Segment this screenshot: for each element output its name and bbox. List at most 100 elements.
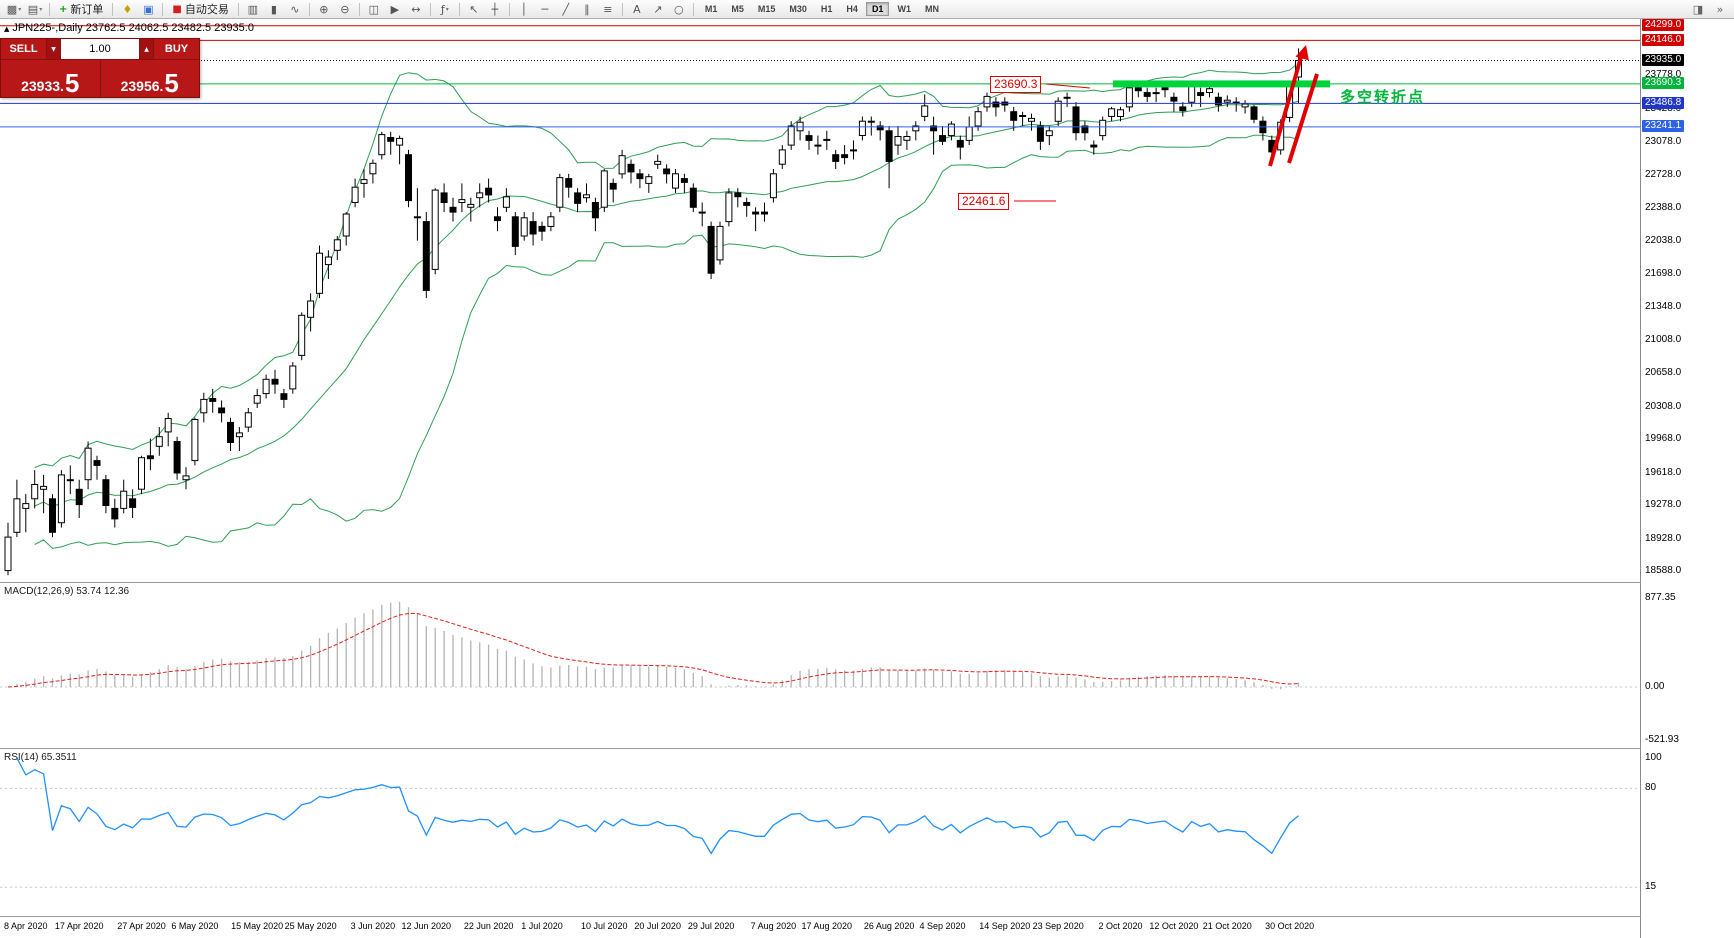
candle: [912, 125, 920, 132]
candle: [583, 194, 590, 199]
time-axis-label: 15 May 2020: [231, 921, 284, 931]
price-scale-tick: 23778.0: [1645, 69, 1682, 80]
text-label-icon[interactable]: A: [633, 2, 641, 16]
macd-scale-tick: 877.35: [1645, 591, 1676, 603]
toolbar-separator: [308, 2, 310, 16]
timeframe-h1[interactable]: H1: [820, 4, 833, 14]
timeframe-m5[interactable]: M5: [731, 4, 744, 14]
time-axis-label: 23 Sep 2020: [1032, 921, 1084, 931]
indicators-icon[interactable]: ƒ ▾: [440, 2, 449, 16]
zoom-in-icon[interactable]: ⊕: [319, 2, 329, 16]
market-watch-icon[interactable]: ▣: [143, 2, 154, 16]
candlestick-chart-icon[interactable]: ▮: [270, 2, 277, 16]
candle: [1063, 96, 1071, 99]
auto-trading-button[interactable]: ■ 自动交易: [167, 1, 233, 17]
time-axis-label: 8 Apr 2020: [4, 921, 48, 931]
time-axis-label: 10 Jul 2020: [581, 921, 628, 931]
new-chart-icon[interactable]: ▩ ▾: [6, 2, 22, 16]
timeframe-d1[interactable]: D1: [865, 2, 890, 16]
timeframe-m30[interactable]: M30: [789, 4, 807, 14]
candle: [600, 170, 608, 208]
shapes-icon[interactable]: ○: [674, 2, 684, 16]
price-scale-tick: 21008.0: [1645, 333, 1682, 345]
volume-down-button[interactable]: ▼: [46, 39, 61, 59]
panel-separator[interactable]: [0, 748, 1641, 749]
sell-price[interactable]: 23933. 5: [1, 60, 101, 97]
cursor-icon[interactable]: ↖: [469, 2, 479, 16]
candle: [351, 186, 359, 203]
candle: [939, 135, 946, 142]
resistance-price-label[interactable]: 23690.3: [990, 76, 1042, 93]
vertical-line-icon[interactable]: │: [520, 2, 528, 16]
candle: [262, 378, 270, 395]
volume-up-button[interactable]: ▲: [139, 39, 154, 59]
zoom-out-icon[interactable]: ⊖: [340, 2, 350, 16]
auto-scroll-icon[interactable]: ▶: [390, 2, 400, 16]
support-price-label[interactable]: 22461.6: [958, 193, 1010, 210]
chart-shift-icon[interactable]: ↔: [411, 2, 421, 16]
candle: [885, 130, 893, 162]
time-axis-label: 7 Aug 2020: [750, 921, 797, 931]
sell-button[interactable]: SELL: [9, 43, 38, 55]
timeframe-m1[interactable]: M1: [704, 4, 718, 14]
candle: [672, 173, 679, 189]
crosshair-icon[interactable]: ┼: [491, 2, 499, 16]
toolbar-separator: [458, 2, 460, 16]
candle: [111, 507, 119, 520]
candle: [4, 536, 12, 572]
alerts-icon[interactable]: ♦: [122, 2, 133, 16]
candle: [867, 120, 875, 123]
volume-input[interactable]: [61, 39, 139, 59]
candle: [182, 475, 190, 481]
timeframe-mn[interactable]: MN: [924, 4, 939, 14]
buy-price-big: 5: [164, 67, 179, 98]
candle: [1125, 87, 1133, 108]
candle: [422, 221, 430, 291]
buy-price[interactable]: 23956. 5: [101, 60, 200, 97]
macd-scale-tick: -521.93: [1645, 733, 1679, 745]
line-chart-icon[interactable]: ∿: [290, 2, 300, 16]
horizontal-line-icon[interactable]: ─: [541, 2, 549, 16]
candle: [307, 300, 315, 318]
candle: [244, 412, 252, 428]
fibonacci-icon[interactable]: ≡: [603, 2, 613, 16]
candle: [155, 436, 163, 447]
time-axis-label: 12 Jun 2020: [401, 921, 452, 931]
channel-icon[interactable]: ∥: [584, 2, 590, 16]
annotation-stub: [1045, 83, 1091, 89]
panel-layout-icon[interactable]: ◨: [1692, 2, 1704, 16]
price-scale-tick: 19968.0: [1645, 433, 1682, 445]
profiles-icon[interactable]: ▤ ▾: [27, 2, 43, 16]
candle: [921, 105, 929, 117]
timeframe-h4[interactable]: H4: [846, 4, 858, 14]
candle: [476, 192, 484, 199]
arrow-tool-icon[interactable]: ↗: [653, 2, 663, 16]
buy-button[interactable]: BUY: [164, 43, 189, 55]
candle: [324, 256, 332, 266]
panel-separator[interactable]: [0, 582, 1641, 583]
timeframe-w1[interactable]: W1: [897, 4, 911, 14]
tile-windows-icon[interactable]: ◫: [368, 2, 380, 16]
new-order-button[interactable]: + 新订单: [54, 1, 108, 17]
price-scale-tick: 18588.0: [1645, 565, 1682, 577]
toolbar-separator: [358, 2, 360, 16]
panel-separator[interactable]: [0, 916, 1641, 917]
candle: [342, 213, 350, 237]
candle: [707, 225, 715, 274]
candle: [538, 225, 546, 232]
candle: [1072, 106, 1080, 134]
timeframe-m15[interactable]: M15: [757, 4, 776, 14]
new-order-icon: +: [59, 3, 68, 15]
toolbar-more-icon[interactable]: »: [1716, 2, 1724, 16]
candle: [75, 488, 83, 506]
candle: [663, 168, 671, 175]
candle: [271, 378, 279, 385]
bar-chart-icon[interactable]: ▥: [247, 2, 259, 16]
trendline-icon[interactable]: ╱: [562, 2, 570, 16]
time-axis-label: 30 Oct 2020: [1265, 921, 1315, 931]
price-scale-highlight: 24299.0: [1642, 19, 1685, 32]
turning-point-note[interactable]: 多空转折点: [1340, 89, 1426, 106]
time-axis-label: 14 Sep 2020: [979, 921, 1031, 931]
macd-label: MACD(12,26,9) 53.74 12.36: [4, 586, 130, 597]
